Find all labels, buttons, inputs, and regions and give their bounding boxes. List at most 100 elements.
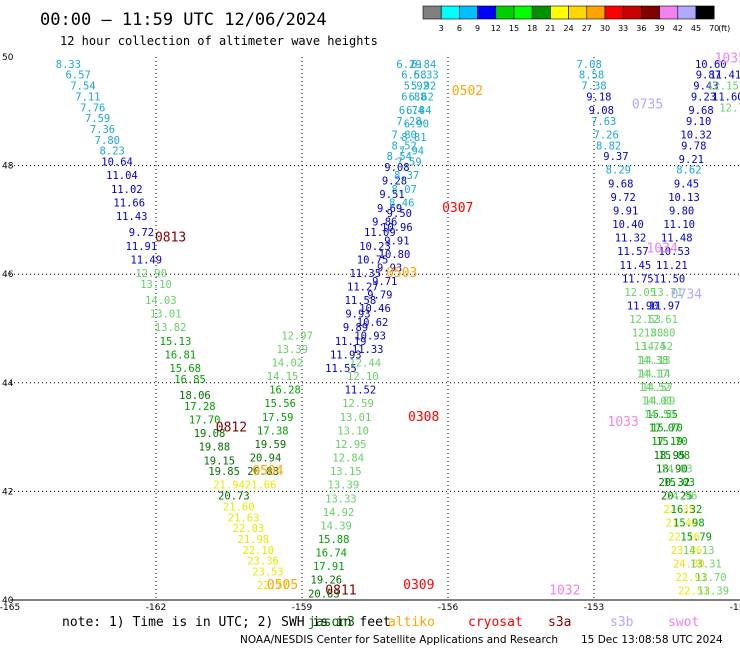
wave-height-value: 16.28 <box>269 385 301 397</box>
wave-height-value: 13.71 <box>651 287 683 299</box>
grid <box>10 57 740 600</box>
colorbar-swatch <box>568 5 588 20</box>
pass-time-label: 0504 <box>252 464 283 479</box>
wave-height-value: 19.88 <box>199 442 231 454</box>
wave-height-value: 19.85 <box>208 466 240 478</box>
wave-height-value: 6.74 <box>399 105 424 117</box>
wave-height-value: 22.35 <box>663 504 695 516</box>
wave-height-value: 13.01 <box>340 412 372 424</box>
wave-height-value: 17.59 <box>262 412 294 424</box>
wave-height-value: 16.85 <box>174 374 206 386</box>
legend-item-jason3: jason3 <box>308 615 355 630</box>
wave-height-value: 9.37 <box>603 151 628 163</box>
wave-height-value: 7.54 <box>70 81 95 93</box>
wave-height-value: 12.90 <box>135 268 167 280</box>
colorbar-swatch <box>695 5 715 20</box>
wave-height-value: 13.33 <box>325 493 357 505</box>
x-tick-label: -156 <box>438 603 459 613</box>
colorbar-swatch <box>495 5 515 20</box>
pass-time-label: 0735 <box>632 98 663 113</box>
colorbar-label: 18 <box>527 24 537 33</box>
chart-subtitle: 12 hour collection of altimeter wave hei… <box>60 34 378 48</box>
wave-height-value: 11.90 <box>627 300 659 312</box>
wave-height-value: 15.56 <box>264 398 296 410</box>
wave-height-value: 9.21 <box>679 154 704 166</box>
wave-height-value: 17.91 <box>313 561 345 573</box>
wave-height-value: 6.62 <box>409 91 434 103</box>
wave-height-value: 10.62 <box>357 317 389 329</box>
wave-height-value: 6.29 <box>396 59 421 71</box>
y-tick-label: 44 <box>2 379 14 389</box>
wave-height-value: 20.32 <box>658 477 690 489</box>
colorbar-swatch <box>422 5 442 20</box>
legend-item-s3b: s3b <box>610 615 634 630</box>
wave-height-value: 16.32 <box>671 504 703 516</box>
wave-height-value: 12.10 <box>347 371 379 383</box>
wave-height-value: 7.80 <box>392 129 417 141</box>
wave-height-value: 15.79 <box>680 531 712 543</box>
wave-height-value: 10.96 <box>381 222 413 234</box>
wave-height-value: 9.93 <box>377 262 402 274</box>
wave-height-value: 15.03 <box>663 477 695 489</box>
wave-height-value: 23.53 <box>252 567 284 579</box>
chart-title: 00:00 – 11:59 UTC 12/06/2024 <box>40 10 327 30</box>
wave-height-value: 9.72 <box>129 227 154 239</box>
wave-height-value: 10.40 <box>612 219 644 231</box>
wave-height-value: 10.53 <box>658 246 690 258</box>
wave-height-value: 14.03 <box>145 295 177 307</box>
wave-height-value: 19.08 <box>194 428 226 440</box>
wave-height-value: 7.63 <box>591 116 616 128</box>
wave-height-value: 19.26 <box>311 575 343 587</box>
wave-height-value: 8.33 <box>56 59 81 71</box>
wave-height-value: 6.88 <box>401 91 426 103</box>
wave-height-value: 23.36 <box>671 545 703 557</box>
pass-time-label: 1033 <box>608 415 639 430</box>
wave-height-value: 10.46 <box>359 303 391 315</box>
wave-height-value: 8.23 <box>100 146 125 158</box>
wave-height-value: 9.10 <box>686 116 711 128</box>
pass-time-label: 1035 <box>715 51 740 66</box>
wave-height-value: 11.48 <box>661 233 693 245</box>
wave-height-value: 14.83 <box>661 463 693 475</box>
wave-height-value: 11.93 <box>330 349 362 361</box>
wave-height-value: 13.70 <box>695 572 727 584</box>
wave-height-value: 12.88 <box>632 328 664 340</box>
wave-height-value: 15.68 <box>169 363 201 375</box>
legend-item-altiko: altiko <box>388 615 435 630</box>
wave-height-value: 11.32 <box>615 233 647 245</box>
wave-height-value: 8.62 <box>676 165 701 177</box>
wave-height-value: 17.38 <box>257 425 289 437</box>
colorbar-swatch <box>477 5 497 20</box>
wave-height-value: 13.39 <box>328 480 360 492</box>
wave-height-value: 7.38 <box>581 81 606 93</box>
x-tick-label: -162 <box>146 603 166 613</box>
colorbar-label: 36 <box>636 24 646 33</box>
wave-height-value: 9.08 <box>589 105 614 117</box>
colorbar-swatch <box>604 5 624 20</box>
wave-height-value: 10.93 <box>354 330 386 342</box>
wave-height-value: 14.50 <box>644 409 676 421</box>
colorbar-swatch <box>513 5 533 20</box>
wave-height-value: 6.57 <box>65 70 90 82</box>
wave-height-value: 12.71 <box>719 102 740 114</box>
wave-height-value: 11.91 <box>126 241 158 253</box>
wave-height-value: 20.25 <box>661 491 693 503</box>
colorbar-label: 9 <box>475 24 480 33</box>
wave-height-value: 7.59 <box>85 113 110 125</box>
wave-height-value: 13.82 <box>155 322 187 334</box>
wave-height-value: 8.54 <box>387 151 412 163</box>
wave-height-value: 9.78 <box>681 140 706 152</box>
y-tick-label: 40 <box>2 596 14 606</box>
colorbar-label: 15 <box>509 24 519 33</box>
wave-height-value: 13.01 <box>150 309 182 321</box>
wave-height-value: 9.51 <box>379 189 404 201</box>
wave-height-value: 10.64 <box>101 157 133 169</box>
colorbar-swatch <box>586 5 606 20</box>
wave-height-value: 9.93 <box>345 309 370 321</box>
wave-height-value: 6.90 <box>404 119 429 131</box>
wave-height-value: 11.35 <box>349 268 381 280</box>
wave-height-value: 9.71 <box>372 276 397 288</box>
wave-height-value: 22.16 <box>668 531 700 543</box>
pass-time-label: 0812 <box>216 421 247 436</box>
wave-height-value: 8.07 <box>392 184 417 196</box>
